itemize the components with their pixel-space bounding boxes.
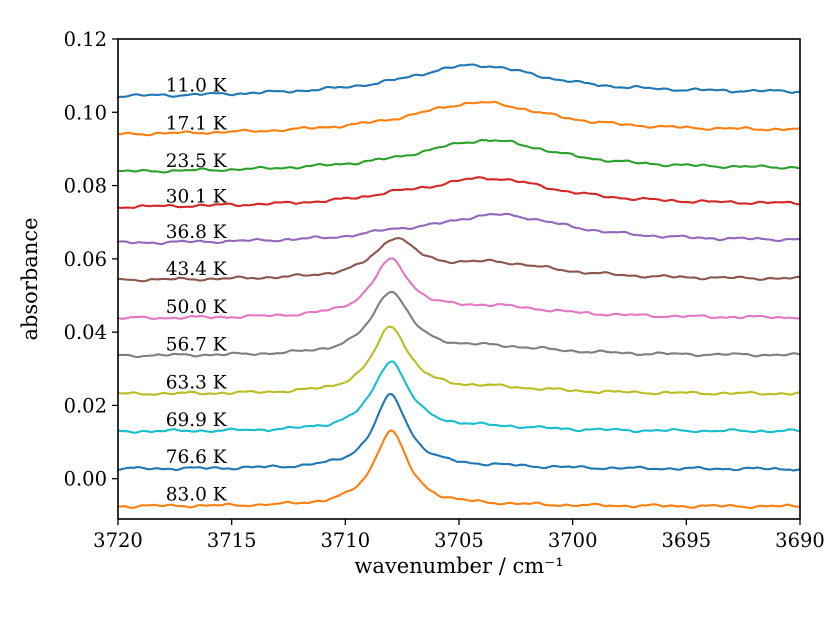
series-line-56.7K: [116, 290, 802, 359]
series-line-11.0K: [116, 63, 802, 99]
series-label-30.1K: 30.1 K: [166, 186, 228, 207]
x-axis-label: wavenumber / cm⁻¹: [354, 554, 564, 578]
series-label-36.8K: 36.8 K: [166, 222, 228, 243]
series-line-50.0K: [116, 257, 802, 320]
y-tick-label: 0.12: [64, 28, 107, 51]
y-axis-label: absorbance: [18, 217, 42, 341]
series-line-36.8K: [116, 212, 802, 246]
plot-border: [117, 38, 801, 520]
series-label-11.0K: 11.0 K: [166, 76, 228, 97]
series-line-83.0K: [116, 429, 802, 510]
series-line-43.4K: [116, 237, 802, 283]
x-tick-label: 3705: [434, 529, 484, 552]
x-tick-label: 3695: [662, 529, 712, 552]
x-tick-label: 3715: [207, 529, 257, 552]
series-line-76.6K: [116, 392, 802, 472]
series-label-56.7K: 56.7 K: [166, 334, 228, 355]
series-line-30.1K: [116, 176, 802, 210]
y-tick-label: 0.02: [64, 394, 107, 417]
series-line-17.1K: [116, 100, 802, 137]
series-label-69.9K: 69.9 K: [166, 410, 228, 431]
x-tick-label: 3690: [775, 529, 825, 552]
x-tick-label: 3700: [548, 529, 598, 552]
series-line-69.9K: [116, 360, 802, 434]
y-tick-label: 0.04: [64, 321, 107, 344]
y-tick-label: 0.10: [64, 101, 107, 124]
series-label-83.0K: 83.0 K: [166, 485, 228, 506]
series-label-50.0K: 50.0 K: [166, 297, 228, 318]
x-tick-label: 3720: [93, 529, 143, 552]
y-tick-label: 0.08: [64, 175, 107, 198]
series-line-23.5K: [116, 138, 802, 174]
y-tick-label: 0.00: [64, 468, 107, 491]
y-tick-label: 0.06: [64, 248, 107, 271]
series-label-43.4K: 43.4 K: [166, 259, 228, 280]
series-label-63.3K: 63.3 K: [166, 372, 228, 393]
series-label-17.1K: 17.1 K: [166, 114, 228, 135]
x-tick-label: 3710: [321, 529, 371, 552]
series-line-63.3K: [116, 325, 802, 396]
series-label-76.6K: 76.6 K: [166, 447, 228, 468]
series-label-23.5K: 23.5 K: [166, 151, 228, 172]
